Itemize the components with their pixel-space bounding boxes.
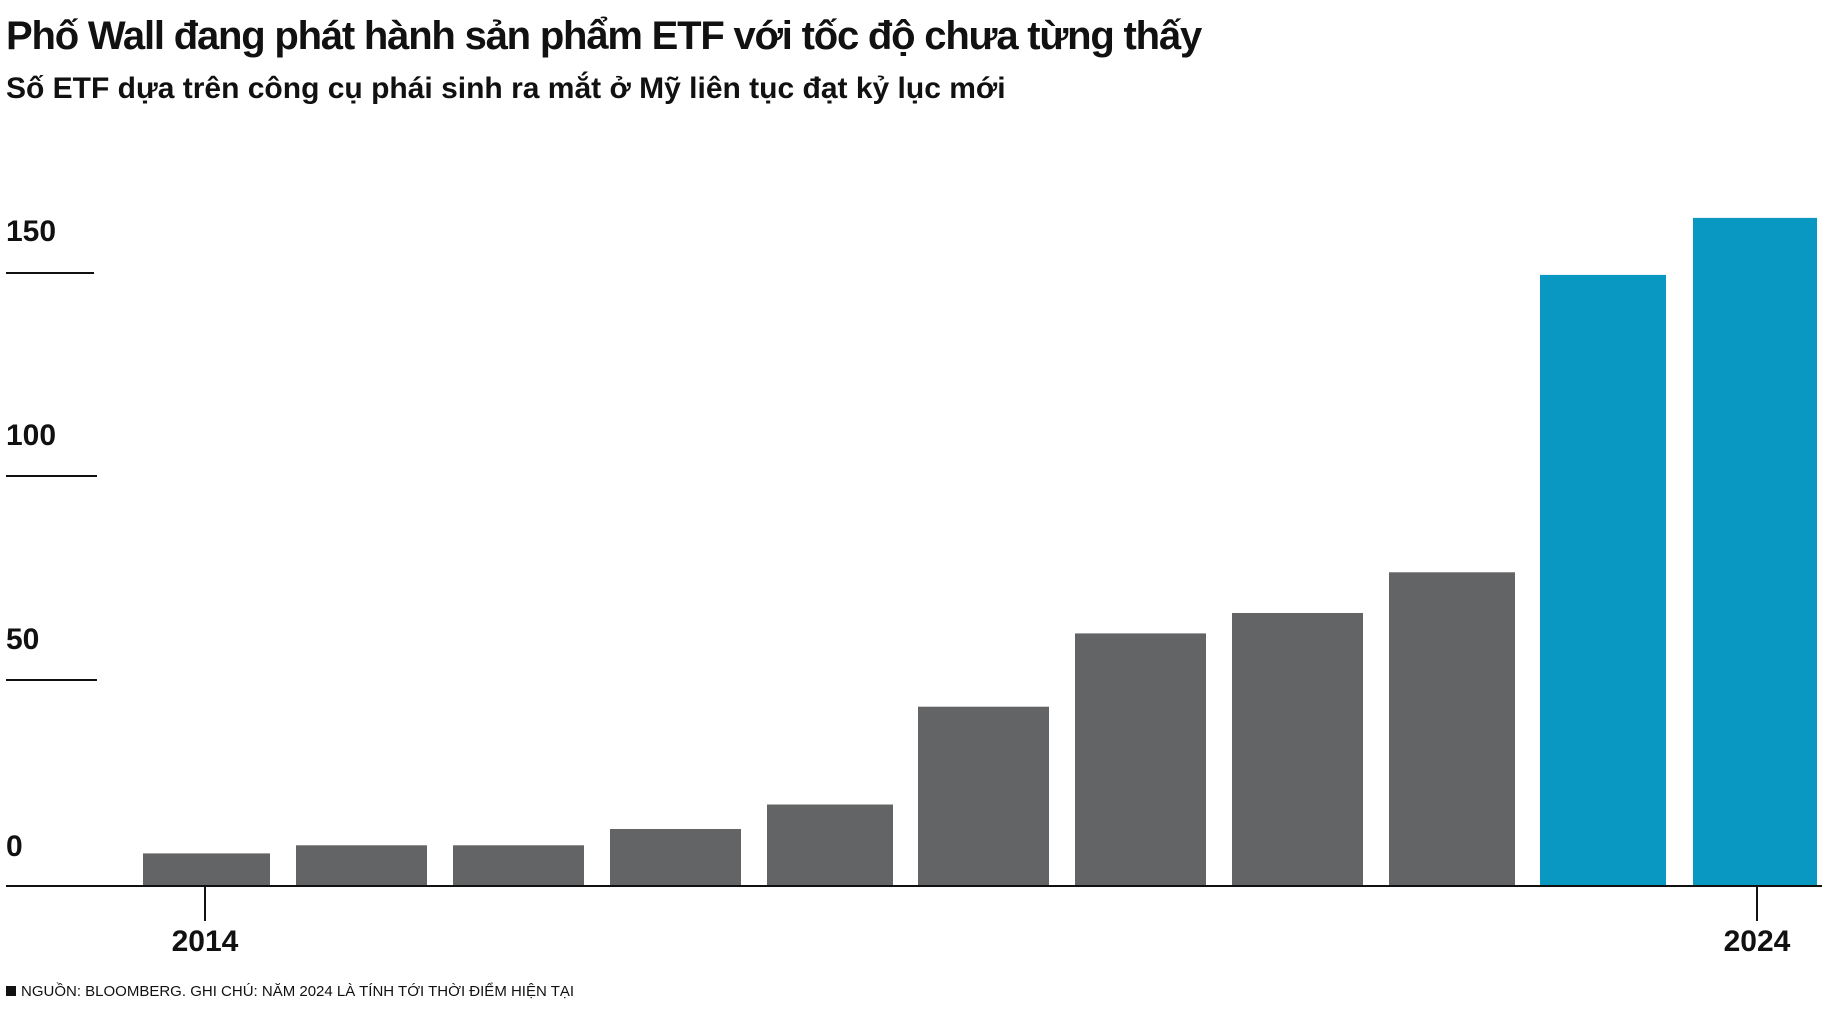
bar-2019	[918, 706, 1049, 886]
bar-2021	[1232, 613, 1363, 886]
bar-2017	[610, 829, 741, 886]
source-note: NGUỒN: BLOOMBERG. GHI CHÚ: NĂM 2024 LÀ T…	[6, 983, 574, 1000]
bar-2014	[143, 853, 270, 886]
y-tick-label-50: 50	[6, 623, 39, 656]
x-tick-label-2024: 2024	[1724, 925, 1791, 958]
bar-2018	[767, 804, 893, 886]
square-bullet-icon	[6, 986, 16, 996]
source-note-text: NGUỒN: BLOOMBERG. GHI CHÚ: NĂM 2024 LÀ T…	[21, 983, 575, 1000]
bar-2023	[1540, 274, 1666, 886]
bar-2022	[1389, 572, 1515, 886]
bar-2015	[296, 845, 427, 886]
chart-subtitle: Số ETF dựa trên công cụ phái sinh ra mắt…	[6, 72, 1006, 105]
x-tick-label-2014: 2014	[172, 925, 239, 958]
y-tick-label-0: 0	[6, 830, 23, 863]
bar-2016	[453, 845, 584, 886]
y-tick-label-100: 100	[6, 419, 56, 452]
bar-chart: 0 50 100 150 2014 2024	[6, 215, 1822, 958]
chart-title: Phố Wall đang phát hành sản phẩm ETF với…	[6, 14, 1202, 58]
bar-2020	[1075, 633, 1206, 886]
y-tick-label-150: 150	[6, 215, 56, 248]
bar-2024	[1693, 217, 1817, 886]
